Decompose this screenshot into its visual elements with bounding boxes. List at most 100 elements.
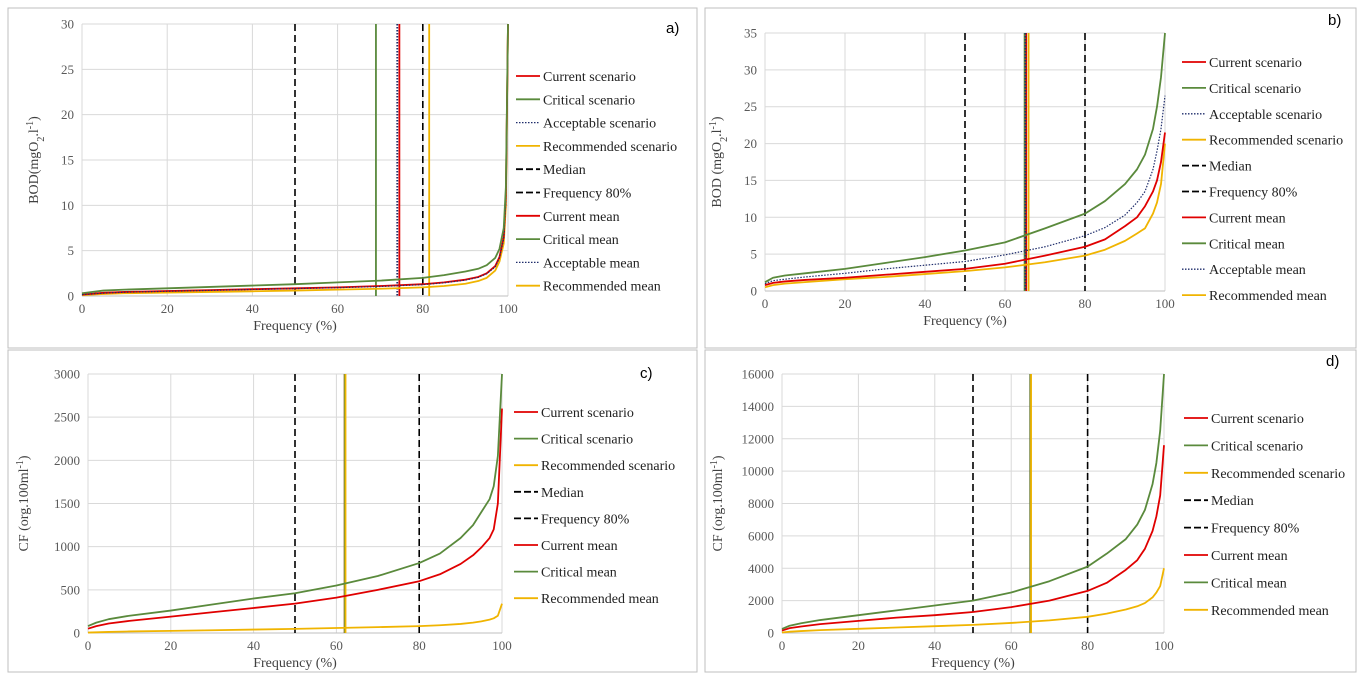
y-tick-label: 4000 [748, 561, 774, 576]
legend-label: Critical mean [1209, 237, 1285, 252]
chart-panel-b: 0 20 40 60 80 100 0 5 10 15 20 25 30 35 Frequency (%) B… [708, 12, 1344, 329]
legend-item: Current mean [516, 210, 620, 225]
y-axis-label-part: 2 [36, 137, 47, 142]
legend-item: Recommended scenario [516, 140, 677, 155]
legend-item: Critical scenario [514, 433, 633, 448]
series-line-current-scenario [781, 445, 1165, 632]
x-tick-label: 60 [1005, 638, 1018, 653]
legend-label: Current scenario [541, 406, 634, 421]
panel-label: b) [1328, 12, 1341, 29]
legend-item: Frequency 80% [1184, 522, 1300, 537]
legend-label: Median [543, 163, 586, 178]
chart-panel-a: 0 20 40 60 80 100 0 5 10 15 20 25 30 Frequency (%) BOD… [25, 17, 680, 335]
legend-label: Current mean [1211, 549, 1288, 564]
legend-label: Current scenario [1209, 56, 1302, 71]
legend-label: Recommended scenario [1211, 467, 1345, 482]
x-tick-label: 40 [919, 296, 932, 311]
y-tick-label: 35 [744, 26, 757, 41]
y-tick-label: 5 [751, 247, 758, 262]
y-axis-label-part: -1 [15, 460, 26, 468]
legend-label: Current scenario [543, 70, 636, 85]
x-tick-label: 80 [413, 638, 426, 653]
legend-label: Current mean [543, 210, 620, 225]
series-line-current-scenario [87, 408, 503, 630]
x-tick-label: 60 [999, 296, 1012, 311]
series-line-recommended-scenario [781, 568, 1165, 634]
y-tick-label: 10 [744, 210, 757, 225]
series-lines [764, 32, 1166, 291]
x-tick-label: 100 [1155, 296, 1175, 311]
y-axis-label-part: BOD(mgO [27, 142, 42, 204]
y-tick-label: 2500 [54, 410, 80, 425]
y-tick-label: 15 [61, 153, 74, 168]
x-tick-label: 100 [498, 301, 518, 316]
y-axis-label: CF (org.100ml-1) [709, 455, 727, 551]
y-tick-label: 20 [61, 107, 74, 122]
series-line-critical-scenario [781, 373, 1165, 630]
x-tick-label: 80 [416, 301, 429, 316]
panel-border-b [704, 7, 1357, 349]
y-axis-label-part: -1 [25, 121, 36, 129]
legend-label: Recommended mean [1209, 289, 1327, 304]
y-tick-label: 3000 [54, 367, 80, 382]
x-tick-label: 60 [331, 301, 344, 316]
series-lines [781, 373, 1165, 634]
x-tick-label: 40 [247, 638, 260, 653]
legend-item: Current scenario [1182, 56, 1302, 71]
legend-item: Acceptable scenario [516, 117, 656, 132]
y-axis-label: CF (org.100ml-1) [15, 455, 33, 551]
x-tick-label: 20 [839, 296, 852, 311]
legend-item: Critical scenario [1182, 82, 1301, 97]
legend-label: Frequency 80% [1209, 186, 1298, 201]
panel-border-a [7, 7, 698, 349]
y-tick-label: 30 [61, 17, 74, 32]
legend-item: Recommended scenario [514, 459, 675, 474]
y-axis-label-part: CF (org.100ml [17, 468, 32, 551]
x-tick-label: 80 [1081, 638, 1094, 653]
legend-label: Recommended mean [541, 592, 659, 607]
legend-item: Recommended mean [516, 280, 661, 295]
legend: Current scenario Critical scenario Recomme… [1184, 412, 1345, 619]
legend-item: Acceptable scenario [1182, 108, 1322, 123]
chart-panel-c: 0 20 40 60 80 100050010001500200025003000Freq… [15, 365, 676, 671]
legend-label: Current mean [541, 539, 618, 554]
y-tick-label: 2000 [748, 593, 774, 608]
x-tick-label: 20 [161, 301, 174, 316]
legend: Current scenario Critical scenario Accepta… [1182, 56, 1343, 304]
legend-item: Critical scenario [516, 93, 635, 108]
legend-label: Critical scenario [1209, 82, 1301, 97]
legend-label: Critical scenario [543, 93, 635, 108]
legend-item: Current scenario [516, 70, 636, 85]
legend-label: Critical scenario [541, 433, 633, 448]
legend-label: Median [1211, 494, 1254, 509]
y-axis-label-part: 2 [719, 137, 730, 142]
legend-item: Current mean [1184, 549, 1288, 564]
y-axis-label: BOD (mgO2.l-1) [708, 116, 730, 207]
series-line-critical-scenario [764, 32, 1166, 283]
y-tick-label: 0 [768, 626, 775, 641]
legend-label: Critical mean [541, 566, 617, 581]
y-tick-label: 500 [61, 582, 81, 597]
legend-label: Acceptable scenario [543, 117, 656, 132]
y-axis-label-part: ) [710, 116, 725, 121]
series-lines [81, 23, 509, 296]
x-axis-label: Frequency (%) [931, 656, 1015, 671]
y-tick-label: 0 [74, 626, 81, 641]
legend-item: Critical mean [1182, 237, 1285, 252]
x-axis-label: Frequency (%) [923, 314, 1007, 329]
legend-item: Median [514, 486, 584, 501]
series-line-critical-scenario [81, 23, 509, 295]
y-tick-label: 20 [744, 136, 757, 151]
legend-label: Frequency 80% [543, 187, 632, 202]
panel-label: a) [666, 20, 679, 37]
legend-label: Frequency 80% [1211, 522, 1300, 537]
y-tick-label: 8000 [748, 496, 774, 511]
legend-item: Recommended mean [1184, 604, 1329, 619]
chart-panel-d: 0 20 40 60 80 100 0 2000 4000 6000 8000 10000 12000 1… [709, 353, 1346, 671]
y-axis-label: BOD(mgO2.l-1) [25, 116, 47, 204]
y-axis-label-part: ) [27, 116, 42, 121]
x-tick-label: 0 [85, 638, 92, 653]
legend-label: Current scenario [1211, 412, 1304, 427]
x-tick-label: 40 [928, 638, 941, 653]
y-tick-label: 16000 [742, 367, 775, 382]
